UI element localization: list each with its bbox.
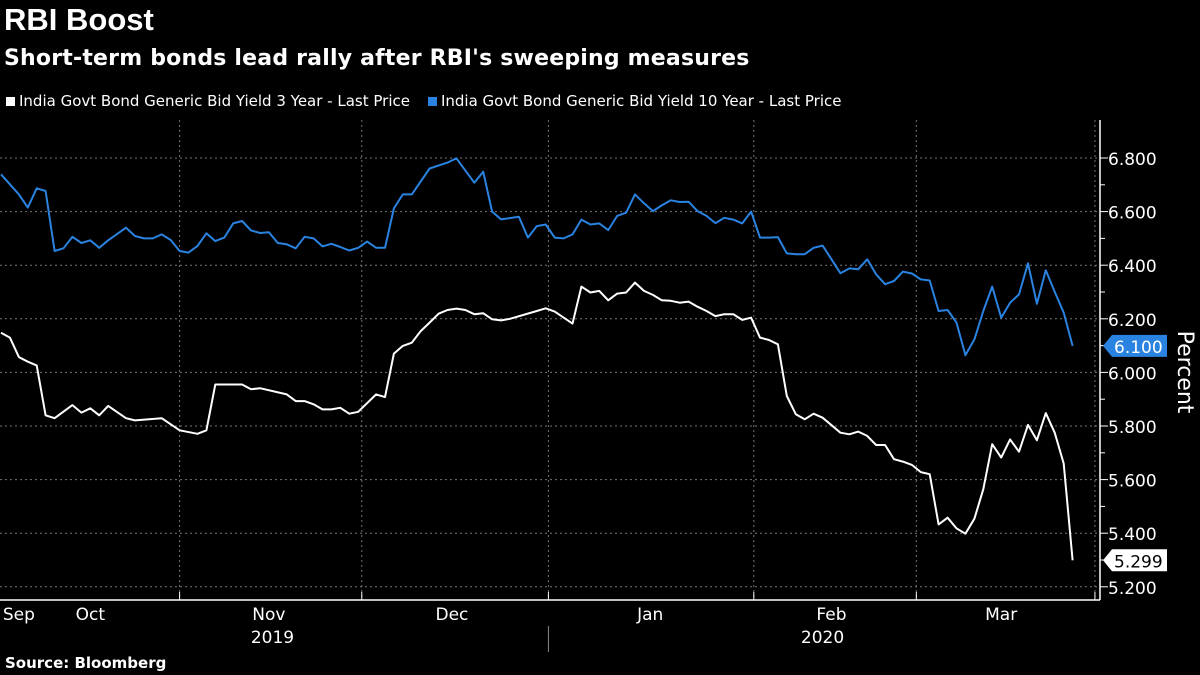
axis-labels: 6.800 6.600 6.400 6.200 6.000 5.800 5.600 5.400… [3,150,1167,648]
grid-lines [0,120,1100,600]
chart-title: RBI Boost [4,2,154,37]
last-value-tag-10-year: 6.100 [1103,334,1167,358]
y-tick-label: 6.800 [1108,150,1157,170]
x-tick-label: Feb [816,605,846,625]
legend-item-10-year: India Govt Bond Generic Bid Yield 10 Yea… [427,92,842,110]
legend-label-3-year: India Govt Bond Generic Bid Yield 3 Year… [19,92,410,110]
x-tick-label: Jan [636,605,663,625]
x-tick-label: Sep [3,605,35,625]
y-tick-label: 5.200 [1108,579,1157,599]
series-lines [0,157,1074,561]
last-value-tag-3-year: 5.299 [1103,549,1167,572]
legend: India Govt Bond Generic Bid Yield 3 Year… [6,92,841,110]
series-line-3-year [0,281,1074,561]
y-tick-label: 5.600 [1108,472,1157,492]
y-tick-label: 6.200 [1108,311,1157,331]
tag-value: 5.299 [1114,552,1163,572]
y-axis-title: Percent [1172,331,1197,414]
tag-background [1103,334,1167,357]
tag-value: 6.100 [1114,338,1163,358]
y-tick-label: 5.800 [1108,418,1157,438]
legend-item-3-year: India Govt Bond Generic Bid Yield 3 Year… [6,92,410,110]
y-tick-label: 6.000 [1108,364,1157,384]
chart-subtitle: Short-term bonds lead rally after RBI's … [4,46,750,71]
x-tick-label: Nov [252,605,285,625]
axes [0,120,1108,652]
series-line-10-year [0,157,1074,357]
legend-swatch-3-year [6,96,15,106]
x-tick-label: Dec [436,605,469,625]
y-tick-label: 6.600 [1108,204,1157,224]
y-tick-label: 5.400 [1108,525,1157,545]
legend-label-10-year: India Govt Bond Generic Bid Yield 10 Yea… [440,92,842,110]
year-label: 2020 [801,628,844,648]
legend-swatch-10-year [427,96,437,106]
y-tick-label: 6.400 [1108,257,1157,277]
tag-background [1103,549,1167,572]
x-tick-label: Mar [985,605,1017,625]
x-tick-label: Oct [76,605,106,625]
source-note: Source: Bloomberg [5,654,167,672]
year-label: 2019 [251,628,294,648]
